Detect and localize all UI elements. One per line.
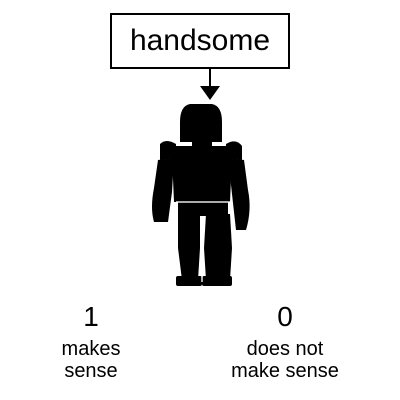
- option-makes-sense: 1 makes sense: [30, 301, 152, 383]
- option-label-line2: sense: [64, 360, 118, 382]
- option-label-line1: makes: [61, 338, 121, 360]
- score-value: 1: [83, 301, 99, 332]
- score-value: 0: [277, 301, 293, 332]
- option-does-not-make-sense: 0 does not make sense: [210, 301, 360, 383]
- word-text: handsome: [129, 24, 271, 57]
- word-box: handsome: [110, 13, 290, 69]
- option-label-line1: does not: [246, 338, 324, 360]
- robot-silhouette-icon: [152, 104, 250, 286]
- option-label-line2: make sense: [231, 360, 339, 382]
- down-arrow-icon: [200, 69, 220, 100]
